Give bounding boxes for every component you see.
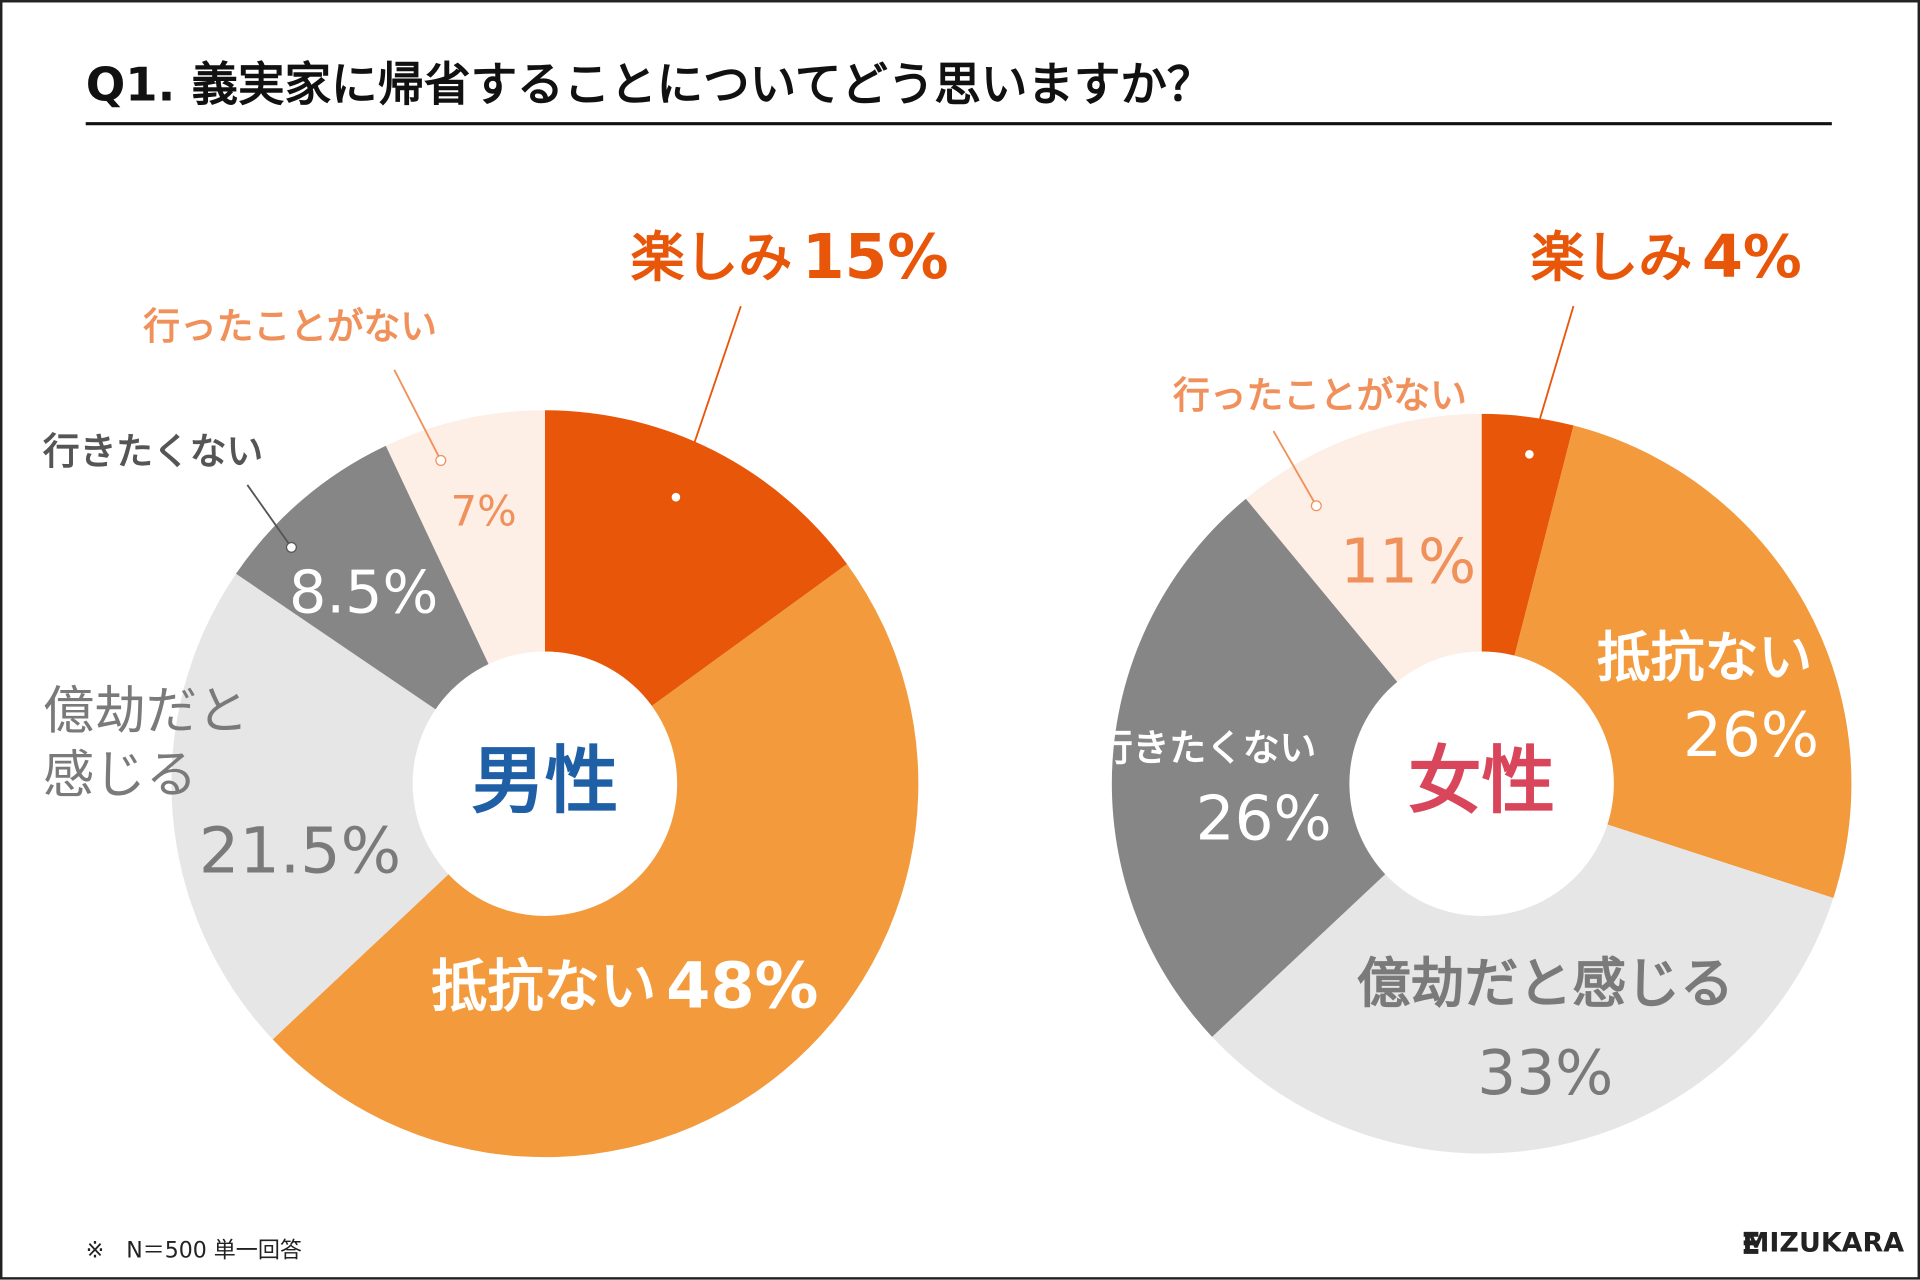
category-label: 行きたくない bbox=[43, 430, 263, 473]
category-label-text: 楽しみ bbox=[1531, 225, 1693, 288]
logo-text: MIZUKARA bbox=[1743, 1228, 1905, 1259]
category-label: 抵抗ない bbox=[1597, 626, 1812, 689]
category-label: 抵抗ない 48% bbox=[431, 949, 818, 1023]
category-label: 楽しみ 15% bbox=[631, 221, 949, 292]
footnote: ※ N＝500 単一回答 bbox=[86, 1238, 302, 1263]
category-label: 億劫だと感じる bbox=[42, 680, 249, 805]
value-label: 21.5% bbox=[199, 814, 401, 888]
donut-chart: 男性 楽しみ 15% 抵抗ない 48% 億劫だと感じる 21.5% 行きたくない 8.5% 行った… bbox=[42, 221, 949, 1158]
page-title: Q1. 義実家に帰省することについてどう思いますか？ bbox=[86, 58, 1214, 112]
center-label: 女性 bbox=[1408, 739, 1555, 824]
wedge bbox=[1212, 783, 1834, 1154]
leader-line bbox=[1528, 305, 1575, 455]
leader-line bbox=[675, 305, 742, 498]
category-label: 行きたくない bbox=[1096, 726, 1316, 769]
value-label: 7% bbox=[451, 486, 517, 535]
value-label: 26% bbox=[1196, 783, 1332, 854]
category-label: 楽しみ 4% bbox=[1531, 222, 1802, 291]
category-label-text: 抵抗ない bbox=[431, 954, 656, 1019]
value-label: 33% bbox=[1477, 1038, 1613, 1109]
value-label: 48% bbox=[666, 949, 818, 1023]
donut-hole bbox=[1349, 651, 1614, 916]
value-label: 26% bbox=[1683, 700, 1819, 771]
category-label-text: 楽しみ bbox=[631, 225, 793, 288]
category-label-text: 行ったことがない bbox=[143, 305, 437, 348]
leader-dot bbox=[285, 541, 297, 553]
category-label-text: 行ったことがない bbox=[1173, 373, 1467, 416]
value-label: 11% bbox=[1340, 526, 1476, 597]
center-label: 男性 bbox=[471, 739, 618, 824]
leader-dot bbox=[435, 454, 447, 466]
value-label: 15% bbox=[802, 221, 949, 292]
category-label-text: 抵抗ない bbox=[1597, 626, 1812, 689]
donut-chart: 女性 楽しみ 4% 抵抗ない 26% 億劫だと感じる 33% 行きたくない 26% 行ったことがな… bbox=[1096, 222, 1852, 1154]
leader-dot bbox=[1310, 500, 1322, 512]
value-label: 4% bbox=[1702, 222, 1802, 291]
value-label: 8.5% bbox=[289, 557, 438, 626]
category-label-text: 行きたくない bbox=[1096, 726, 1316, 769]
leader-line bbox=[246, 484, 293, 548]
wedge bbox=[1111, 498, 1482, 1037]
logo: MIZUKARA bbox=[1743, 1228, 1905, 1259]
category-label: 行ったことがない bbox=[1173, 373, 1467, 416]
leader-line bbox=[1272, 430, 1318, 507]
category-label: 行ったことがない bbox=[143, 305, 437, 348]
category-label-text: 億劫だと感じる bbox=[1357, 952, 1734, 1015]
category-label: 億劫だと感じる bbox=[1357, 952, 1734, 1015]
category-label-text: 億劫だと感じる bbox=[42, 680, 249, 805]
leader-dot bbox=[1523, 448, 1535, 460]
leader-line bbox=[393, 369, 442, 461]
wedge bbox=[171, 573, 545, 1040]
leader-dot bbox=[670, 491, 682, 503]
category-label-text: 行きたくない bbox=[43, 430, 263, 473]
donut-hole bbox=[412, 651, 678, 916]
